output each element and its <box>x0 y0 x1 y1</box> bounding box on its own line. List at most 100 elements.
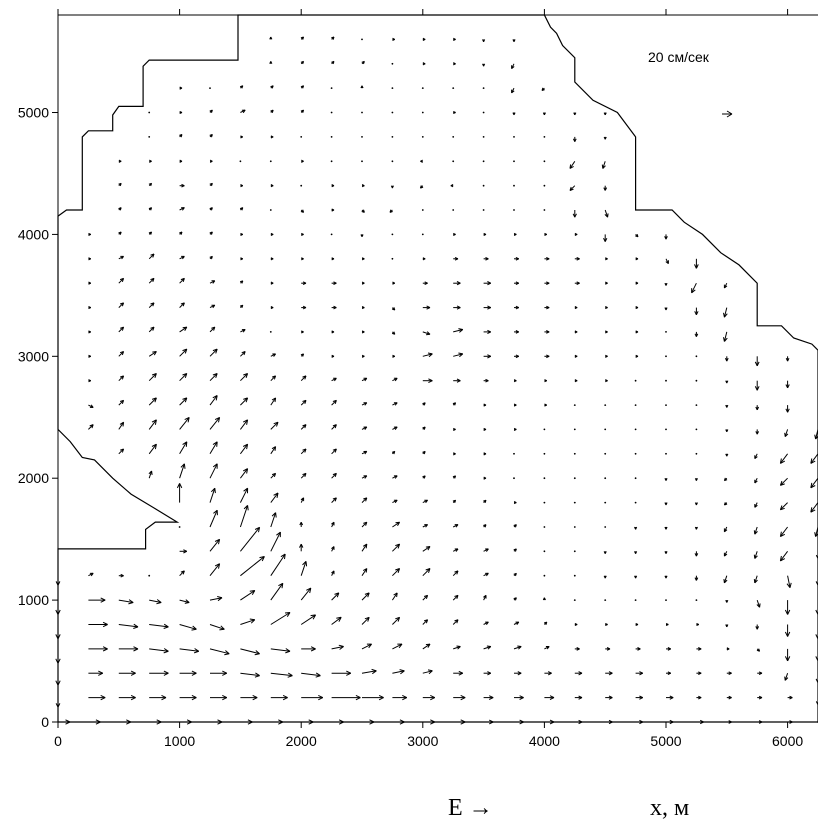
velocity-vector <box>392 426 398 430</box>
velocity-vector <box>785 356 790 362</box>
velocity-vector <box>541 87 545 91</box>
velocity-vector <box>513 403 517 407</box>
velocity-vector <box>453 427 456 432</box>
velocity-vector <box>300 448 307 455</box>
velocity-vector <box>239 505 249 528</box>
velocity-vector <box>725 380 729 384</box>
velocity-vector <box>88 232 92 236</box>
velocity-vector <box>209 487 216 503</box>
velocity-vector <box>574 281 580 286</box>
velocity-vector <box>725 429 729 433</box>
velocity-vector <box>696 622 700 627</box>
velocity-vector <box>209 109 213 113</box>
velocity-vector <box>573 477 576 480</box>
velocity-vector <box>331 399 337 406</box>
velocity-vector <box>605 622 608 627</box>
velocity-vector <box>779 453 788 464</box>
velocity-vector <box>361 450 368 455</box>
velocity-vector <box>723 575 728 584</box>
velocity-vector <box>603 575 607 579</box>
velocity-vector <box>179 373 188 382</box>
velocity-vector <box>179 599 190 604</box>
velocity-vector <box>391 233 394 236</box>
velocity-vector <box>422 62 426 66</box>
velocity-vector <box>694 551 699 557</box>
velocity-vector <box>392 37 396 41</box>
velocity-vector <box>543 526 546 528</box>
velocity-vector <box>785 405 790 413</box>
velocity-vector <box>543 501 546 504</box>
velocity-vector <box>723 477 728 482</box>
velocity-vector <box>604 428 607 431</box>
velocity-vector <box>240 556 265 577</box>
velocity-vector <box>300 375 307 382</box>
velocity-vector <box>300 36 305 40</box>
velocity-vector <box>270 375 277 382</box>
velocity-vector <box>270 648 291 654</box>
velocity-vector <box>361 281 365 285</box>
velocity-vector <box>453 62 456 66</box>
velocity-vector <box>361 377 368 382</box>
velocity-vector <box>574 379 578 383</box>
velocity-vector <box>513 597 517 601</box>
velocity-vector <box>361 184 365 188</box>
velocity-vector <box>239 207 244 211</box>
velocity-vector <box>88 572 94 577</box>
velocity-vector <box>270 85 274 89</box>
velocity-vector <box>118 421 125 430</box>
velocity-vector <box>300 560 308 576</box>
velocity-vector <box>725 404 729 408</box>
velocity-vector <box>331 36 335 40</box>
velocity-vector <box>755 405 760 411</box>
velocity-vector <box>331 592 340 601</box>
velocity-vector <box>331 546 335 552</box>
velocity-vector <box>240 232 244 236</box>
velocity-vector <box>513 160 515 163</box>
velocity-vector <box>753 526 758 535</box>
velocity-vector <box>603 136 607 140</box>
velocity-vector <box>392 475 398 479</box>
velocity-vector <box>240 672 260 678</box>
velocity-vector <box>691 282 697 294</box>
velocity-vector <box>666 695 674 700</box>
velocity-vector <box>694 258 699 269</box>
velocity-vector <box>148 419 157 430</box>
velocity-vector <box>179 570 185 577</box>
velocity-vector <box>240 648 260 656</box>
velocity-vector <box>118 375 125 382</box>
velocity-vector <box>603 112 607 116</box>
velocity-vector <box>483 524 487 528</box>
velocity-vector <box>148 574 151 577</box>
velocity-vector <box>452 87 455 89</box>
velocity-vector <box>543 136 546 138</box>
velocity-vector <box>483 427 487 432</box>
velocity-vector <box>544 403 548 407</box>
velocity-vector <box>331 354 335 358</box>
velocity-vector <box>391 592 398 601</box>
velocity-vector <box>422 426 426 430</box>
velocity-vector <box>209 87 211 89</box>
velocity-vector <box>422 37 426 41</box>
velocity-vector <box>270 672 293 678</box>
velocity-vector <box>754 477 758 484</box>
velocity-vector <box>209 134 213 138</box>
velocity-vector <box>148 182 153 187</box>
velocity-vector <box>725 599 729 603</box>
velocity-vector <box>453 256 459 261</box>
velocity-vector <box>482 63 486 67</box>
x-tick-label: 3000 <box>407 733 438 749</box>
velocity-vector <box>723 282 728 289</box>
velocity-vector <box>331 694 361 701</box>
velocity-vector <box>269 331 272 333</box>
velocity-vector <box>421 136 424 138</box>
velocity-vector <box>543 477 546 480</box>
velocity-vector <box>483 329 492 335</box>
velocity-vector <box>573 574 576 577</box>
velocity-vector <box>149 159 152 163</box>
velocity-vector <box>483 548 489 552</box>
velocity-vector <box>784 673 789 681</box>
velocity-vector <box>270 446 277 455</box>
velocity-vector <box>605 281 608 285</box>
velocity-vector <box>179 110 183 115</box>
velocity-vector <box>634 452 637 455</box>
